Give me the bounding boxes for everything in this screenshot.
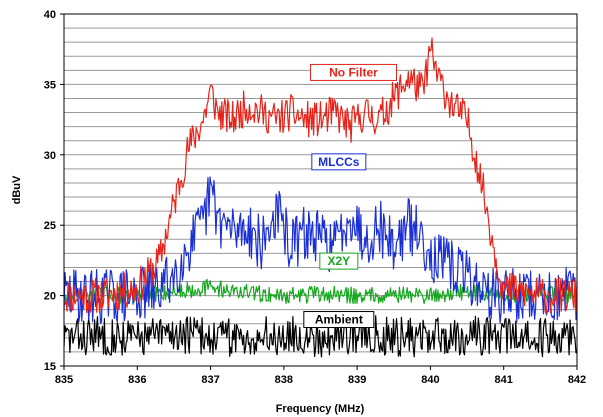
series-label-text: X2Y: [327, 254, 350, 268]
x-tick-label: 836: [128, 374, 146, 386]
x-axis-title: Frequency (MHz): [276, 403, 365, 415]
y-tick-label: 40: [44, 9, 56, 21]
x-tick-label: 837: [201, 374, 219, 386]
plot-frame: [63, 13, 578, 367]
x-tick-label: 842: [568, 374, 586, 386]
series-layer: [63, 37, 578, 358]
x-tick-label: 839: [348, 374, 366, 386]
series-label-text: Ambient: [315, 313, 363, 327]
series-line-no-filter: [63, 37, 578, 314]
series-label-text: MLCCs: [318, 155, 360, 169]
y-tick-label: 15: [44, 361, 56, 373]
y-tick-label: 30: [44, 150, 56, 162]
series-label-no-filter: No Filter: [309, 63, 397, 81]
series-line-ambient: [63, 314, 578, 358]
y-tick-label: 35: [44, 79, 56, 91]
series-label-text: No Filter: [329, 65, 378, 79]
series-labels: No Filter MLCCs X2Y Ambient: [303, 63, 397, 329]
series-label-box: [303, 311, 375, 329]
series-label-mlccs: MLCCs: [311, 153, 367, 171]
x-tick-label: 838: [275, 374, 293, 386]
y-axis-title: dBuV: [11, 175, 23, 204]
x-tick-label: 835: [55, 374, 73, 386]
series-label-box: [309, 63, 397, 81]
series-label-x2y: X2Y: [319, 252, 359, 270]
series-line-mlccs: [63, 176, 578, 324]
series-label-box: [319, 252, 359, 270]
x-tick-label: 840: [421, 374, 439, 386]
y-tick-label: 25: [44, 220, 56, 232]
x-tick-label: 841: [495, 374, 513, 386]
axis-ticks: 835 836 837 838 839 840 841 842 15 20 25 30 35 40: [44, 9, 586, 386]
series-label-box: [311, 153, 367, 171]
y-tick-label: 20: [44, 291, 56, 303]
series-label-ambient: Ambient: [303, 311, 375, 329]
